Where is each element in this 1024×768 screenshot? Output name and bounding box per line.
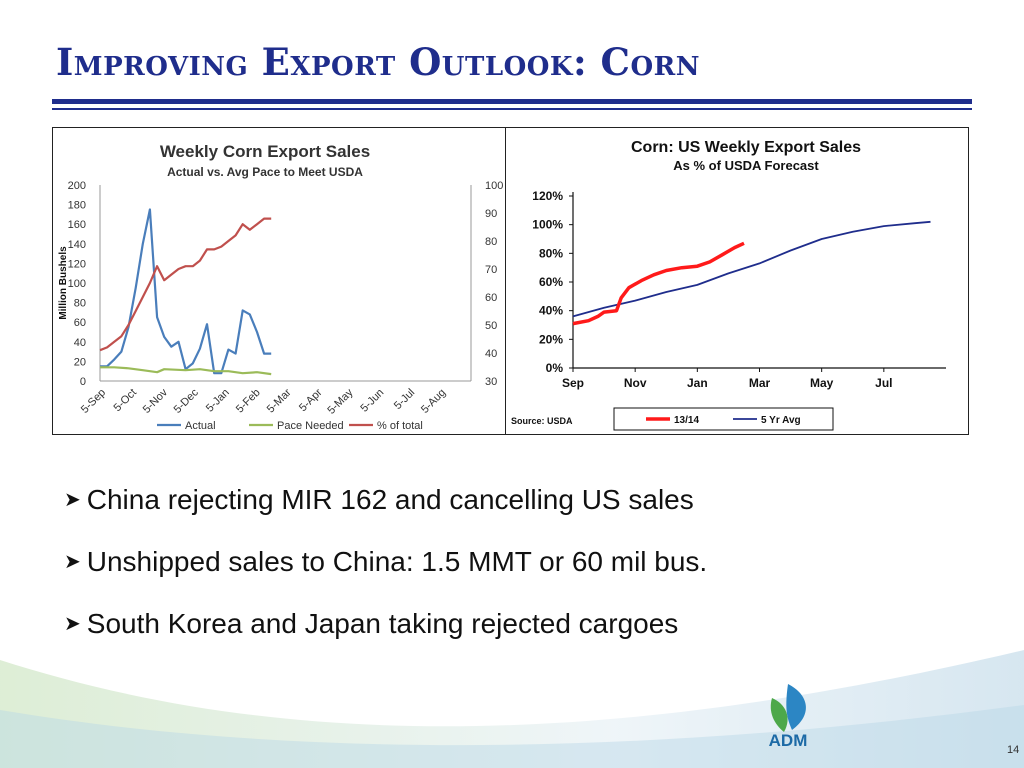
chart1-xtick-label: 5-Mar [265, 386, 294, 415]
chart1-ytick-label: 200 [68, 180, 86, 192]
chart1-xtick-label: 5-Nov [141, 386, 171, 416]
chart2-ytick-label: 0% [546, 361, 564, 375]
chart2-xtick-label: Mar [749, 376, 771, 390]
chart2-ytick-label: 20% [539, 332, 563, 346]
chart2-ytick-label: 120% [532, 189, 563, 203]
chart2-xtick-label: Nov [624, 376, 647, 390]
chart1-ytick-label: 80 [74, 298, 86, 310]
bullet-text: Unshipped sales to China: 1.5 MMT or 60 … [86, 546, 708, 577]
chart1-legend-label: Actual [185, 420, 216, 432]
chart1-series-line [100, 366, 272, 376]
chart2-series-line [572, 241, 745, 326]
chart1-ytick-label: 60 [74, 317, 86, 329]
chart2-xtick-label: Jan [687, 376, 708, 390]
chart2-source: Source: USDA [511, 416, 573, 426]
chart1-ytick-label: 120 [68, 258, 86, 270]
chart2-ytick-label: 100% [532, 218, 563, 232]
chart1-y2tick-label: 40 [485, 348, 497, 360]
chart1-xtick-label: 5-Dec [172, 386, 202, 416]
us-weekly-export-sales-chart-panel: Corn: US Weekly Export Sales As % of USD… [505, 127, 969, 435]
slide-title: Improving Export Outlook: Corn [56, 40, 701, 84]
bullet-item: ➤ China rejecting MIR 162 and cancelling … [64, 480, 707, 542]
chart1-y2tick-label: 90 [485, 208, 497, 220]
chart2-title: Corn: US Weekly Export Sales [631, 139, 861, 156]
weekly-corn-export-chart-panel: Weekly Corn Export Sales Actual vs. Avg … [52, 127, 506, 435]
chart1-series-line [100, 208, 272, 375]
chart1-xtick-label: 5-May [325, 386, 355, 416]
chart1-y2tick-label: 60 [485, 292, 497, 304]
chart1-y2tick-label: 70 [485, 264, 497, 276]
adm-logo-text: ADM [769, 731, 808, 750]
chart1-legend-label: Pace Needed [277, 420, 344, 432]
chart1-ytick-label: 20 [74, 356, 86, 368]
title-rule-thin [52, 108, 972, 110]
chart2-xtick-label: Sep [562, 376, 584, 390]
chart2-ytick-label: 60% [539, 275, 563, 289]
bullet-item: ➤ South Korea and Japan taking rejected c… [64, 604, 707, 666]
chart1-ytick-label: 0 [80, 376, 86, 388]
chart1-xtick-label: 5-Oct [112, 387, 140, 415]
chart2-xtick-label: May [810, 376, 834, 390]
chart1-y2tick-label: 100 [485, 180, 503, 192]
us-weekly-export-sales-chart: Corn: US Weekly Export Sales As % of USD… [511, 139, 946, 431]
chart1-ytick-label: 180 [68, 200, 86, 212]
chart1-ytick-label: 40 [74, 337, 86, 349]
chart1-xtick-label: 5-Apr [297, 386, 325, 414]
bullet-list: ➤ China rejecting MIR 162 and cancelling … [64, 480, 707, 666]
chart2-xtick-label: Jul [875, 376, 892, 390]
chart1-xtick-label: 5-Jun [358, 387, 386, 415]
chart1-series-line [99, 217, 272, 352]
title-rule-thick [52, 99, 972, 104]
chart2-ytick-label: 80% [539, 246, 563, 260]
chart2-ytick-label: 40% [539, 304, 563, 318]
bullet-item: ➤ Unshipped sales to China: 1.5 MMT or 60… [64, 542, 707, 604]
footer-wave-decoration [0, 650, 1024, 768]
chart1-y2tick-label: 50 [485, 320, 497, 332]
chart1-y2tick-label: 30 [485, 376, 497, 388]
arrow-bullet-icon: ➤ [64, 489, 81, 511]
chart1-xtick-label: 5-Sep [79, 387, 108, 416]
chart1-xtick-label: 5-Aug [419, 387, 448, 416]
arrow-bullet-icon: ➤ [64, 613, 81, 635]
chart1-ytick-label: 160 [68, 219, 86, 231]
weekly-corn-export-chart: Weekly Corn Export Sales Actual vs. Avg … [58, 142, 503, 432]
chart2-subtitle: As % of USDA Forecast [673, 158, 819, 173]
chart1-legend-label: % of total [377, 420, 423, 432]
chart1-xtick-label: 5-Feb [234, 387, 263, 416]
chart2-legend-box [613, 407, 834, 431]
chart1-ytick-label: 140 [68, 239, 86, 251]
chart1-y2tick-label: 80 [485, 236, 497, 248]
chart2-series-line [572, 220, 931, 318]
arrow-bullet-icon: ➤ [64, 551, 81, 573]
bullet-text: South Korea and Japan taking rejected ca… [86, 608, 679, 639]
adm-logo: ADM [769, 684, 808, 750]
chart1-ylabel: Million Bushels [58, 246, 69, 320]
chart2-legend-label: 5 Yr Avg [761, 415, 801, 426]
chart1-ytick-label: 100 [68, 278, 86, 290]
chart1-xtick-label: 5-Jan [204, 387, 232, 415]
chart1-xtick-label: 5-Jul [392, 387, 417, 412]
page-number: 14 [1007, 744, 1020, 756]
chart1-title: Weekly Corn Export Sales [160, 142, 370, 161]
chart2-legend-label: 13/14 [674, 415, 699, 426]
bullet-text: China rejecting MIR 162 and cancelling U… [86, 484, 694, 515]
chart1-subtitle: Actual vs. Avg Pace to Meet USDA [167, 165, 363, 179]
